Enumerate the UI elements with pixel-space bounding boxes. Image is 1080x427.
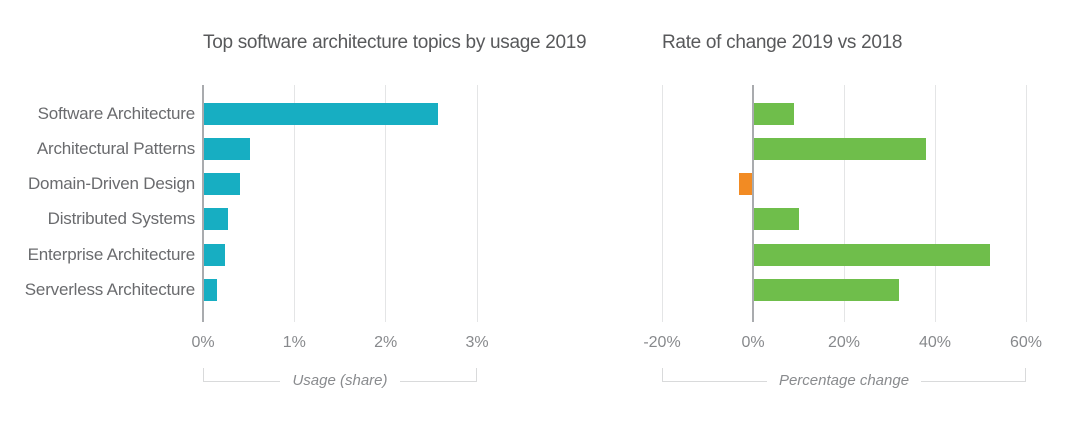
change-gridline (934, 85, 936, 322)
usage-tick-label: 3% (465, 334, 489, 351)
usage-zero-axis-line (202, 85, 204, 322)
change-gridline (1025, 85, 1027, 322)
usage-bar-software-architecture (203, 103, 438, 125)
change-bar-architectural-patterns (753, 138, 926, 161)
change-axis-bracket: Percentage change (662, 368, 1026, 390)
change-tick-label: 40% (918, 334, 952, 351)
usage-bar-enterprise-architecture (203, 243, 225, 266)
change-zero-axis-line (752, 85, 754, 322)
change-plot-area (661, 85, 1027, 322)
change-bar-distributed-systems (753, 208, 799, 231)
usage-bar-architectural-patterns (203, 138, 251, 161)
change-tick-label: -20% (643, 334, 681, 351)
usage-bar-serverless-architecture (203, 278, 217, 301)
category-label-enterprise-architecture: Enterprise Architecture (27, 244, 196, 264)
change-axis-label: Percentage change (766, 372, 922, 390)
usage-axis-label: Usage (share) (280, 372, 400, 390)
change-bar-domain-driven-design (739, 173, 753, 196)
usage-tick-label: 2% (374, 334, 398, 351)
usage-tick-label: 0% (191, 334, 215, 351)
change-gridline (661, 85, 663, 322)
usage-gridline (385, 85, 387, 322)
change-gridline (843, 85, 845, 322)
usage-gridline (293, 85, 295, 322)
usage-gridline (476, 85, 478, 322)
category-label-distributed-systems: Distributed Systems (47, 209, 196, 229)
change-chart-title: Rate of change 2019 vs 2018 (662, 32, 903, 53)
category-label-serverless-architecture: Serverless Architecture (24, 279, 195, 299)
change-tick-label: 20% (827, 334, 861, 351)
category-label-software-architecture: Software Architecture (37, 104, 196, 123)
category-label-domain-driven-design: Domain-Driven Design (27, 174, 195, 194)
usage-bar-domain-driven-design (203, 173, 241, 196)
change-bar-serverless-architecture (753, 278, 899, 301)
change-bar-software-architecture (753, 103, 794, 125)
change-bar-enterprise-architecture (753, 243, 990, 266)
category-label-architectural-patterns: Architectural Patterns (36, 139, 195, 159)
change-tick-label: 60% (1009, 334, 1043, 351)
usage-tick-label: 1% (282, 334, 306, 351)
usage-axis-bracket: Usage (share) (203, 368, 477, 390)
change-tick-label: 0% (741, 334, 765, 351)
usage-plot-area (202, 85, 478, 322)
usage-bar-distributed-systems (203, 208, 228, 231)
usage-chart-title: Top software architecture topics by usag… (203, 32, 587, 53)
